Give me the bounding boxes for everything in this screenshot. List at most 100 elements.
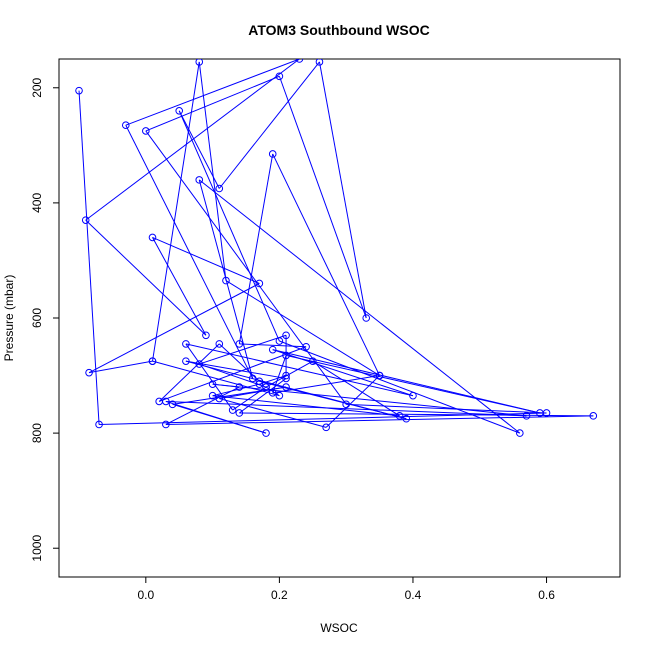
series-segment: [239, 378, 287, 414]
series-segment: [88, 283, 260, 374]
data-point: [202, 331, 210, 340]
data-point: [235, 340, 244, 348]
series-segment: [318, 61, 367, 319]
y-axis-label: Pressure (mbar): [2, 275, 16, 362]
data-point: [81, 216, 90, 224]
data-point: [168, 400, 177, 409]
series-segment: [219, 386, 287, 400]
data-point: [162, 397, 170, 406]
data-point: [268, 150, 277, 158]
series-segment: [85, 59, 300, 221]
y-tick-label: 400: [30, 193, 44, 213]
series-segment: [125, 59, 300, 126]
data-point: [262, 429, 270, 437]
series-segment: [152, 61, 200, 362]
series-segment: [346, 403, 547, 414]
chart-title: ATOM3 Southbound WSOC: [248, 22, 429, 38]
data-point: [275, 391, 284, 400]
data-point: [235, 409, 244, 417]
series-segment: [165, 415, 594, 425]
data-point: [522, 412, 531, 420]
series-segment: [178, 110, 280, 342]
data-point: [195, 176, 204, 184]
y-tick-label: 600: [30, 308, 44, 328]
series-segment: [145, 75, 280, 132]
series-segment: [272, 349, 414, 397]
series-segment: [125, 124, 254, 379]
data-point: [182, 340, 190, 348]
data-point: [235, 383, 244, 391]
series-segment: [312, 360, 400, 417]
data-point: [121, 121, 130, 129]
data-point: [208, 380, 217, 388]
series-segment: [272, 153, 381, 376]
data-point: [268, 345, 277, 354]
data-point: [302, 342, 310, 351]
x-axis-label: WSOC: [320, 621, 358, 635]
series-segment: [198, 179, 521, 434]
x-tick-label: 0.2: [271, 588, 288, 602]
series-segment: [212, 383, 527, 417]
x-tick-label: 0.6: [538, 588, 555, 602]
series-segment: [265, 386, 280, 397]
data-point: [362, 314, 371, 322]
data-point: [275, 72, 284, 81]
series-segment: [272, 349, 540, 414]
data-point: [148, 357, 157, 365]
data-point: [589, 412, 598, 420]
data-point: [375, 371, 384, 380]
series-segment: [172, 403, 267, 434]
data-point: [295, 59, 304, 63]
series-segment: [158, 343, 220, 402]
series-segment: [218, 61, 320, 189]
series-segment: [152, 360, 280, 397]
series-segment: [199, 363, 267, 388]
data-point: [342, 400, 350, 409]
data-point: [395, 412, 404, 420]
data-point: [536, 409, 544, 417]
data-point: [275, 337, 284, 345]
data-point: [148, 233, 157, 242]
data-point: [95, 420, 103, 429]
data-point: [255, 380, 264, 388]
data-point: [255, 279, 264, 288]
data-point: [282, 351, 290, 360]
series-segment: [259, 375, 287, 385]
data-point: [282, 371, 290, 380]
data-point: [215, 394, 224, 403]
data-point: [142, 127, 150, 135]
series-segment: [239, 412, 594, 417]
data-point: [215, 340, 224, 348]
data-point: [282, 331, 290, 340]
series-segment: [278, 76, 367, 319]
y-axis: 200 400 600 800 1000: [30, 77, 60, 562]
series-segment: [178, 110, 220, 189]
data-point: [208, 391, 217, 400]
data-point: [315, 59, 324, 66]
data-point: [308, 357, 317, 365]
series-segment: [325, 375, 380, 428]
series-points: [75, 59, 598, 437]
series-segment: [219, 398, 327, 428]
y-tick-label: 800: [30, 423, 44, 443]
series-segment: [239, 343, 307, 348]
data-point: [248, 374, 257, 383]
data-point: [409, 391, 417, 400]
data-point: [85, 368, 93, 377]
series-segment: [272, 355, 287, 393]
data-point: [268, 389, 277, 397]
series-lines: [78, 59, 594, 434]
x-axis: 0.0 0.2 0.4 0.6: [137, 576, 555, 602]
series-segment: [212, 383, 260, 397]
series-segment: [212, 395, 400, 417]
data-point: [222, 276, 230, 285]
data-point: [282, 383, 290, 391]
data-point: [322, 423, 330, 432]
data-point: [262, 383, 270, 391]
series-segment: [159, 346, 307, 402]
data-point: [402, 414, 411, 423]
data-point: [195, 59, 204, 66]
data-point: [255, 377, 264, 386]
